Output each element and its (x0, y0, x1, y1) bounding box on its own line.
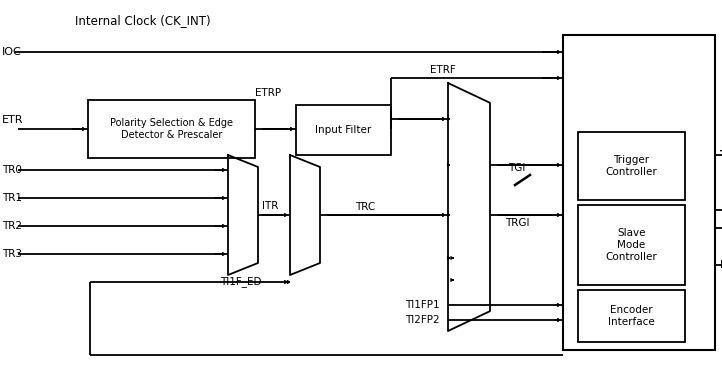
Text: Polarity Selection & Edge
Detector & Prescaler: Polarity Selection & Edge Detector & Pre… (110, 118, 233, 140)
Text: Input Filter: Input Filter (316, 125, 372, 135)
Bar (578, 132, 685, 200)
Bar (578, 290, 685, 342)
Text: Trigger
Controller: Trigger Controller (606, 155, 657, 177)
Text: ITR: ITR (262, 201, 279, 211)
Text: TI2FP2: TI2FP2 (405, 315, 440, 325)
Text: TI1FP1: TI1FP1 (405, 300, 440, 310)
Text: ETRP: ETRP (255, 88, 281, 98)
Bar (563, 35, 715, 350)
Text: Encoder
Interface: Encoder Interface (608, 305, 655, 327)
Text: Slave
Mode
Controller: Slave Mode Controller (606, 229, 657, 261)
Text: IOC: IOC (2, 47, 22, 57)
Text: TRGO: TRGO (720, 150, 722, 160)
Text: TR1: TR1 (2, 193, 22, 203)
Bar (296, 105, 391, 155)
Text: TR0: TR0 (2, 165, 22, 175)
Bar (578, 205, 685, 285)
Text: TR3: TR3 (2, 249, 22, 259)
Text: ETRF: ETRF (430, 65, 456, 75)
Text: Internal Clock (CK_INT): Internal Clock (CK_INT) (75, 14, 211, 27)
Text: TI1F_ED: TI1F_ED (220, 276, 261, 288)
Text: ETR: ETR (2, 115, 24, 125)
Text: TR2: TR2 (2, 221, 22, 231)
Text: TRC: TRC (355, 202, 375, 212)
Text: Reset, Er: Reset, Er (720, 260, 722, 270)
Text: TRGI: TRGI (505, 218, 529, 228)
Bar (88, 100, 255, 158)
Text: TGI: TGI (508, 163, 526, 173)
